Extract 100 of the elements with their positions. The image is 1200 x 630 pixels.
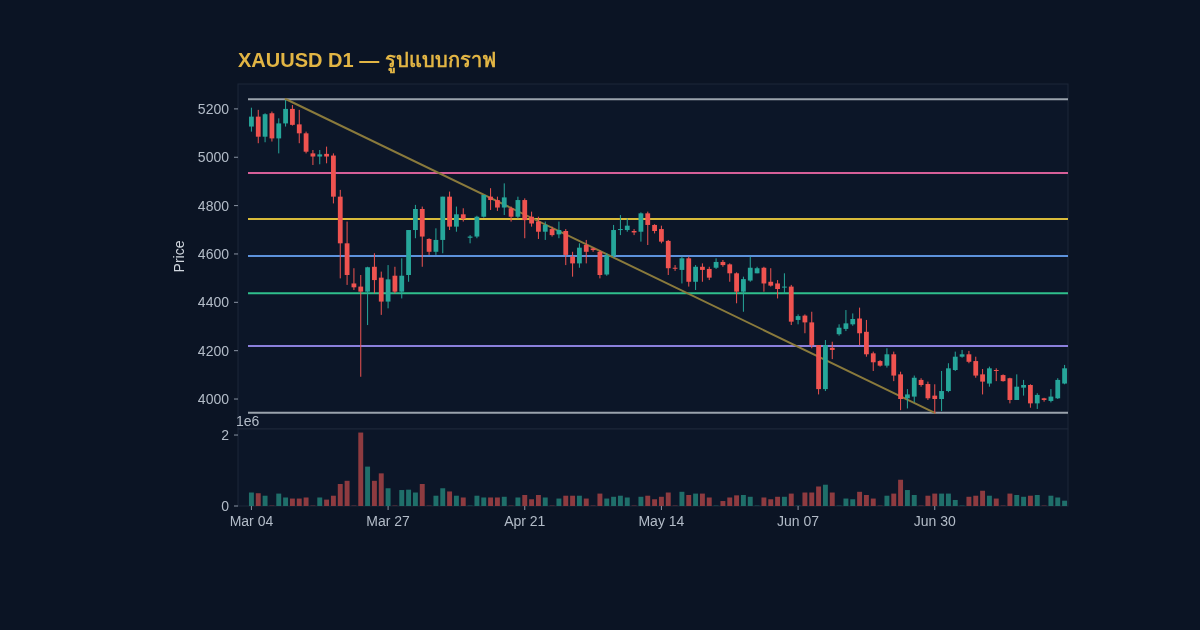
candlestick	[1014, 373, 1020, 401]
bar	[556, 498, 562, 506]
bar	[986, 495, 992, 506]
bar	[378, 473, 384, 506]
candlestick	[905, 388, 910, 409]
bar	[768, 499, 774, 506]
candlestick	[378, 271, 384, 316]
x-tick-label: May 14	[638, 513, 685, 529]
bar	[365, 466, 371, 506]
candlestick	[980, 368, 985, 395]
bar	[863, 495, 869, 506]
bar	[433, 495, 439, 506]
bar	[925, 495, 931, 506]
candlestick	[775, 279, 780, 299]
y-tick-label: 4200	[197, 342, 230, 359]
bar	[542, 497, 548, 506]
bar	[720, 501, 726, 506]
bar	[802, 492, 808, 506]
bar	[1034, 495, 1040, 506]
bar	[563, 495, 569, 506]
bar	[522, 495, 528, 506]
bar	[460, 497, 466, 506]
bar	[344, 480, 350, 506]
bar	[289, 498, 295, 506]
bar	[283, 497, 289, 506]
x-tick-label: Jun 07	[777, 513, 820, 529]
bar	[857, 491, 863, 506]
bar	[296, 498, 302, 506]
bar	[535, 495, 541, 506]
candlestick	[809, 311, 815, 349]
bar	[952, 499, 958, 506]
candlestick	[782, 272, 787, 294]
candlestick	[987, 366, 992, 388]
bar	[699, 493, 705, 506]
candlestick	[645, 211, 651, 246]
candlestick	[583, 239, 589, 264]
bar	[734, 495, 740, 506]
candlestick	[618, 214, 623, 236]
bar	[1007, 493, 1013, 506]
chart-title: XAUUSD D1 — รูปแบบกราฟ	[238, 49, 496, 74]
candlestick	[276, 117, 282, 154]
bar	[843, 498, 849, 506]
bar	[1055, 497, 1061, 506]
bar	[829, 492, 835, 506]
candlestick	[570, 251, 575, 278]
candlestick	[932, 383, 938, 414]
candlestick	[993, 367, 999, 382]
bar	[870, 498, 876, 506]
bar	[453, 495, 459, 506]
bar	[1062, 500, 1068, 506]
bar	[809, 492, 815, 506]
bar	[638, 496, 644, 506]
bar	[747, 496, 753, 506]
bar	[248, 492, 254, 506]
candlestick	[857, 307, 862, 346]
bar	[255, 493, 261, 506]
candlestick	[747, 256, 753, 283]
candlestick	[768, 267, 774, 288]
candlestick	[959, 349, 965, 359]
bar	[775, 496, 781, 506]
candlestick	[372, 252, 377, 294]
bar	[583, 498, 589, 506]
candlestick	[399, 257, 405, 299]
candlestick	[249, 107, 254, 133]
candlestick	[413, 204, 418, 239]
y-tick-label: 5000	[197, 149, 230, 166]
bar	[412, 492, 418, 506]
bar	[330, 495, 336, 506]
bar	[1021, 496, 1027, 506]
bar	[788, 493, 794, 506]
x-tick-label: Apr 21	[504, 513, 546, 529]
bar	[980, 490, 986, 506]
candlestick	[501, 182, 507, 216]
bar	[781, 496, 787, 506]
bar	[515, 497, 521, 506]
candlestick	[296, 109, 302, 144]
bar	[761, 497, 767, 506]
bar	[645, 495, 651, 506]
bar	[973, 495, 979, 506]
bar	[1014, 495, 1020, 506]
y-axis-title: Price	[171, 240, 187, 273]
bar	[481, 497, 487, 506]
bar	[884, 495, 890, 506]
candlestick	[952, 351, 958, 372]
candlestick	[542, 221, 548, 241]
x-tick-label: Mar 04	[229, 513, 274, 529]
candlestick	[536, 216, 541, 240]
bar	[399, 490, 405, 506]
bar	[658, 496, 664, 506]
bar	[686, 495, 692, 506]
bar	[303, 497, 309, 506]
candlestick	[604, 252, 610, 277]
candlestick	[864, 319, 869, 358]
bar	[966, 496, 972, 506]
bar	[727, 497, 733, 506]
candlestick	[577, 242, 582, 269]
bar	[816, 486, 822, 506]
candlestick	[454, 206, 459, 233]
bar	[665, 492, 671, 506]
bar	[679, 491, 685, 506]
